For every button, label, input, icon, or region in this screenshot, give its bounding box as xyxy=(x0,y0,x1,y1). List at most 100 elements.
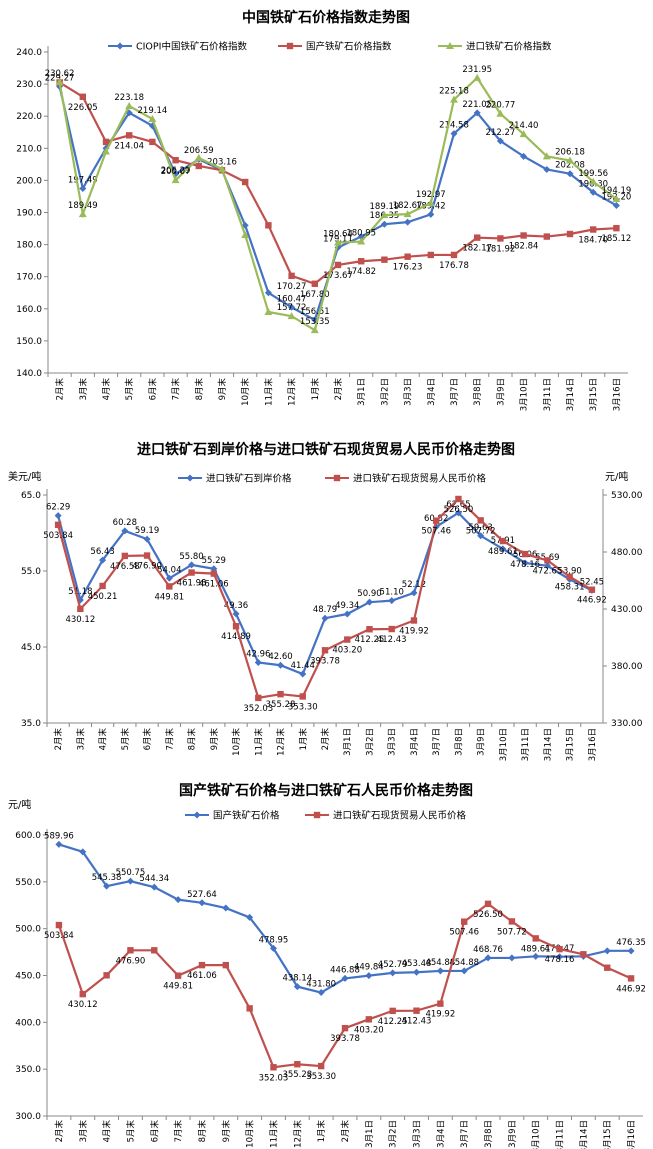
x-tick-label: 1月末 xyxy=(316,1120,327,1143)
data-label: 51.10 xyxy=(380,588,404,598)
data-point xyxy=(341,974,349,982)
x-tick-label: 3月10日 xyxy=(520,378,530,411)
x-tick-label: 3月末 xyxy=(78,1120,89,1143)
data-label: 545.38 xyxy=(92,873,122,883)
data-point xyxy=(232,610,240,618)
data-point xyxy=(521,559,529,567)
data-point xyxy=(474,234,481,241)
data-point xyxy=(344,636,351,643)
data-point xyxy=(477,517,484,524)
data-label: 219.14 xyxy=(138,106,168,116)
data-label: 59.19 xyxy=(135,526,159,536)
data-label: 180.64 xyxy=(323,230,353,240)
data-point xyxy=(127,947,134,954)
x-tick-label: 3月3日 xyxy=(413,1120,423,1148)
data-point xyxy=(218,165,226,173)
data-point xyxy=(254,659,262,667)
y-tick-label: 350.0 xyxy=(15,1065,41,1075)
data-label: 226.05 xyxy=(68,103,98,113)
data-label: 446.88 xyxy=(330,965,360,975)
y-tick-label: 230.0 xyxy=(16,80,42,90)
data-point xyxy=(55,78,64,86)
data-label: 430.12 xyxy=(65,615,95,625)
data-label: 430.12 xyxy=(68,1000,98,1010)
legend-marker xyxy=(313,811,321,819)
data-point xyxy=(165,574,173,582)
legend-label: 进口铁矿石到岸价格 xyxy=(206,473,292,485)
data-point xyxy=(508,954,516,962)
data-label: 412.25 xyxy=(355,635,385,645)
data-point xyxy=(556,953,564,961)
x-tick-label: 4月末 xyxy=(98,728,109,751)
x-tick-label: 3月11日 xyxy=(521,728,531,761)
data-point xyxy=(341,1024,349,1032)
data-point xyxy=(149,138,156,146)
data-label: 353.30 xyxy=(288,702,318,712)
data-point xyxy=(381,256,388,263)
data-point xyxy=(603,947,611,955)
data-label: 200.07 xyxy=(161,167,191,177)
data-point xyxy=(171,176,180,184)
x-tick-label: 2月末 xyxy=(320,728,331,751)
data-label: 203.16 xyxy=(207,157,237,167)
data-point xyxy=(519,130,528,138)
data-label: 419.92 xyxy=(399,626,429,636)
data-label: 476.35 xyxy=(616,938,646,948)
legend-marker xyxy=(333,474,341,482)
x-tick-label: 10月末 xyxy=(240,378,251,406)
data-point xyxy=(450,95,458,103)
data-label: 53.90 xyxy=(557,566,581,576)
data-point xyxy=(195,162,202,170)
y2-unit-label: 元/吨 xyxy=(605,470,628,483)
data-label: 206.29 xyxy=(161,166,191,176)
legend-entry: 进口铁矿石到岸价格 xyxy=(178,473,292,485)
data-point xyxy=(566,230,574,238)
x-tick-label: 3月8日 xyxy=(484,1120,494,1148)
legend-entry: 进口铁矿石现货贸易人民币价格 xyxy=(325,473,487,485)
chart-title: 国产铁矿石价格与进口铁矿石人民币价格走势图 xyxy=(179,782,473,799)
data-point xyxy=(588,586,596,593)
x-tick-label: 3月末 xyxy=(78,378,89,401)
x-tick-label: 12月末 xyxy=(287,378,298,406)
data-point xyxy=(143,552,151,559)
data-point xyxy=(589,188,597,196)
legend-label: 进口铁矿石价格指数 xyxy=(466,41,552,53)
data-point xyxy=(103,972,110,979)
data-point xyxy=(627,947,635,955)
data-label: 180.95 xyxy=(346,229,376,239)
data-label: 489.61 xyxy=(488,547,518,557)
legend-marker xyxy=(193,811,201,819)
x-tick-label: 8月末 xyxy=(194,378,205,401)
x-tick-label: 5月末 xyxy=(125,1120,136,1143)
chart-title: 中国铁矿石价格指数走势图 xyxy=(242,9,410,26)
data-point xyxy=(188,561,196,569)
legend-label: 国产铁矿石价格 xyxy=(213,810,280,822)
y-tick-label: 45.0 xyxy=(21,643,41,653)
x-tick-label: 7月末 xyxy=(164,728,175,751)
data-label: 230.62 xyxy=(45,69,75,79)
x-tick-label: 3月9日 xyxy=(496,378,506,406)
data-point xyxy=(461,918,468,925)
data-point xyxy=(321,614,329,622)
data-label: 56.43 xyxy=(90,547,114,557)
data-point xyxy=(436,967,444,975)
data-label: 503.84 xyxy=(44,931,74,941)
data-point xyxy=(54,521,62,529)
data-point xyxy=(246,913,254,921)
data-point xyxy=(532,952,540,960)
data-point xyxy=(566,170,574,178)
data-point xyxy=(151,947,158,954)
data-point xyxy=(125,101,134,109)
x-tick-label: 3月2日 xyxy=(380,378,390,406)
data-point xyxy=(264,289,272,297)
y2-tick-label: 380.00 xyxy=(611,662,643,672)
y-tick-label: 400.0 xyxy=(15,1018,41,1028)
data-label: 507.46 xyxy=(421,527,451,537)
data-point xyxy=(79,184,87,192)
data-point xyxy=(311,280,318,287)
data-point xyxy=(102,147,110,155)
data-point xyxy=(287,312,296,320)
data-label: 49.34 xyxy=(335,601,359,611)
data-point xyxy=(450,251,458,259)
